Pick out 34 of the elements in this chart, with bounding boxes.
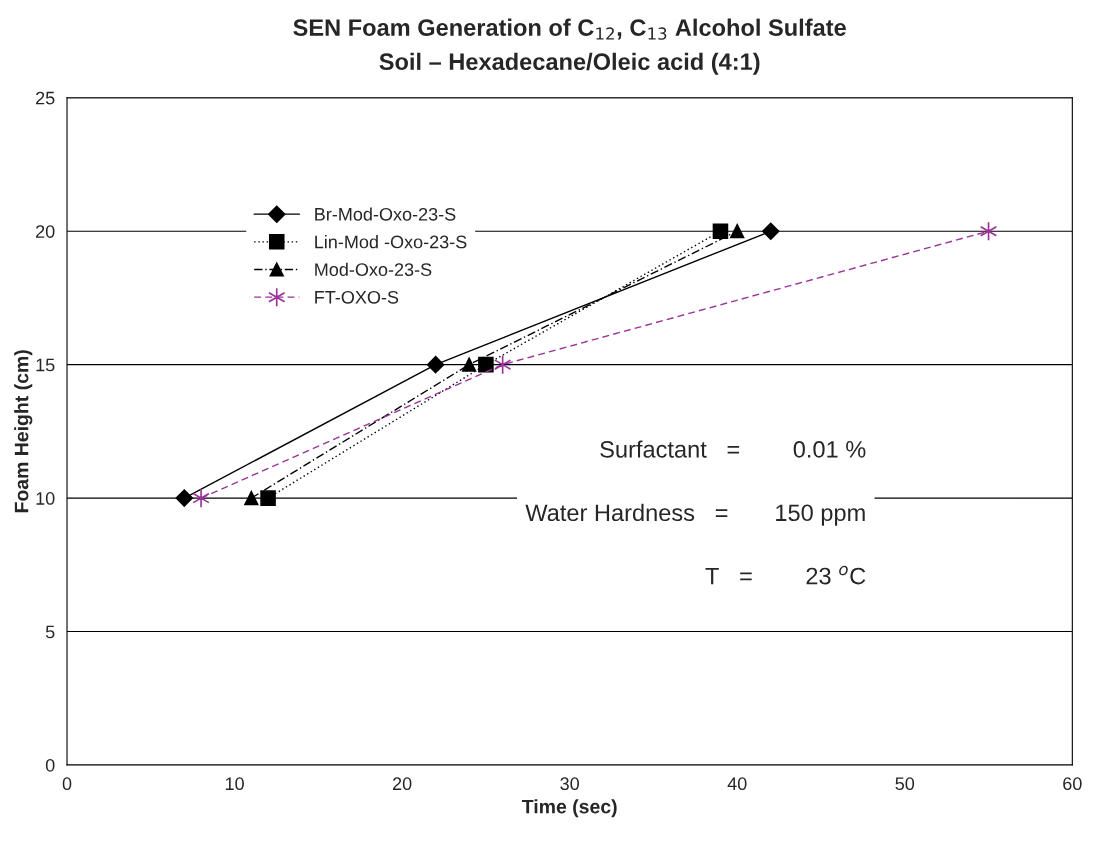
x-axis-title: Time (sec) <box>521 799 617 818</box>
y-tick-label: 25 <box>36 91 55 105</box>
point <box>426 355 445 374</box>
point <box>712 223 729 239</box>
y-tick-label: 15 <box>36 358 55 372</box>
legend-label: Br-Mod-Oxo-23-S <box>315 207 456 221</box>
point <box>244 491 259 506</box>
annotation: Surfactant = 0.01 % <box>600 440 866 458</box>
y-axis-title: Foam Height (cm) <box>14 350 33 513</box>
x-tick-label: 60 <box>1063 777 1082 791</box>
annotation: T = 23 $^{o}$C <box>705 565 866 585</box>
legend-label: Lin-Mod -Oxo-23-S <box>315 235 467 249</box>
x-tick-label: 30 <box>560 777 580 791</box>
point <box>730 224 745 239</box>
point <box>192 488 210 508</box>
x-tick-label: 40 <box>727 777 747 791</box>
x-tick-label: 10 <box>225 777 244 791</box>
annotation: Water Hardness = 150 ppm <box>525 503 865 526</box>
y-tick-label: 5 <box>45 625 55 639</box>
legend-label: Mod-Oxo-23-S <box>315 262 432 277</box>
point <box>260 490 276 506</box>
y-tick-label: 10 <box>36 492 55 505</box>
y-tick-label: 20 <box>36 225 55 238</box>
point <box>762 222 780 240</box>
x-tick-label: 50 <box>895 777 915 791</box>
chart-title: SEN Foam Generation of C$_{12}$, C$_{13}$ Alcohol Sulfate <box>293 18 846 40</box>
point <box>462 357 477 372</box>
x-tick-label: 0 <box>62 777 72 791</box>
x-tick-label: 20 <box>392 777 412 791</box>
point <box>478 356 494 373</box>
y-tick-label: 0 <box>45 758 55 772</box>
point <box>175 489 193 507</box>
legend-label: FT-OXO-S <box>315 290 399 304</box>
chart-subtitle: Soil – Hexadecane/Oleic acid (4:1) <box>379 52 760 75</box>
